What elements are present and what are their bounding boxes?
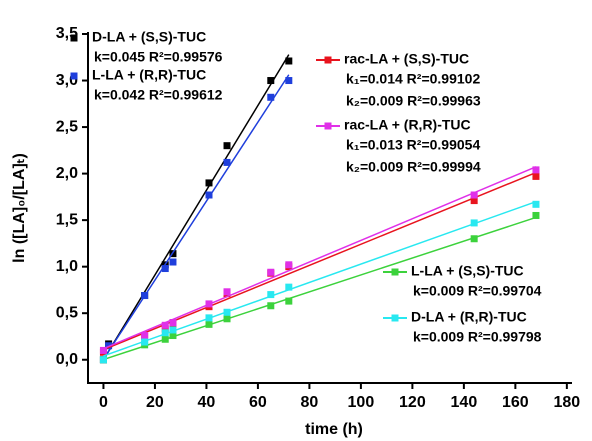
point [205,191,213,199]
fit-line [103,166,537,350]
x-tick-label: 180 [553,394,580,411]
x-tick-label: 140 [451,394,478,411]
legend-label: D-LA + (R,R)-TUC [411,309,527,325]
point [205,179,213,187]
x-tick-label: 0 [99,394,108,411]
point [267,93,275,101]
legend-marker [324,56,332,64]
legend-label: L-LA + (R,R)-TUC [92,67,206,83]
x-tick-label: 60 [249,394,267,411]
point [532,166,540,174]
y-tick-label: 1,0 [56,258,78,275]
point [141,292,149,300]
point [161,265,169,273]
fit-line [102,74,290,360]
point [169,326,177,334]
point [169,258,177,266]
y-tick-label: 2,0 [56,165,78,182]
point [285,57,293,65]
legend-label: rac-LA + (S,S)-TUC [344,51,469,67]
fit-label: k₁=0.014 R²=0.99102 [346,71,480,87]
point [205,314,213,322]
point [141,332,149,340]
fit-label: k=0.009 R²=0.99704 [413,283,542,299]
point [267,77,275,85]
point [205,320,213,328]
point [223,288,231,296]
point [470,197,478,205]
point [223,308,231,316]
point [223,315,231,323]
point [161,335,169,343]
point [267,302,275,310]
fit-label: k=0.009 R²=0.99798 [413,329,542,345]
point [470,235,478,243]
x-tick-label: 160 [502,394,529,411]
point [223,142,231,150]
y-tick-label: 0,0 [56,351,78,368]
point [285,77,293,85]
point [285,283,293,291]
fit-label: k=0.045 R²=0.99576 [94,49,223,65]
point [161,321,169,329]
x-axis-label: time (h) [305,421,363,438]
point [99,356,107,364]
fit-label: k₁=0.013 R²=0.99054 [346,137,480,153]
point [532,172,540,180]
legend-label: D-LA + (S,S)-TUC [92,29,206,45]
y-tick-label: 0,5 [56,304,78,321]
y-axis-label: ln ([LA]₀/[LA]ₜ) [11,153,28,263]
legend-marker [391,268,399,276]
point [169,319,177,327]
legend-label: rac-LA + (R,R)-TUC [344,117,471,133]
x-tick-label: 120 [399,394,426,411]
point [532,200,540,208]
x-tick-label: 100 [348,394,375,411]
legend-marker [391,314,399,322]
point [99,346,107,354]
fit-label: k=0.042 R²=0.99612 [94,87,223,103]
y-tick-label: 2,5 [56,118,78,135]
legend-marker [324,122,332,130]
point [285,297,293,305]
point [205,300,213,308]
x-tick-label: 80 [301,394,319,411]
point [470,219,478,227]
point [285,261,293,269]
fit-line [102,54,290,361]
point [141,338,149,346]
legend-marker [70,34,78,42]
x-tick-label: 40 [198,394,216,411]
point [267,268,275,276]
legend-marker [70,72,78,80]
point [267,291,275,299]
point [169,332,177,340]
point [161,329,169,337]
x-tick-label: 20 [146,394,164,411]
point [223,158,231,166]
point [532,211,540,219]
fit-label: k₂=0.009 R²=0.99963 [346,93,481,109]
fit-label: k₂=0.009 R²=0.99994 [346,159,481,175]
y-tick-label: 1,5 [56,211,78,228]
point [161,325,169,333]
point [470,191,478,199]
legend-label: L-LA + (S,S)-TUC [411,263,524,279]
